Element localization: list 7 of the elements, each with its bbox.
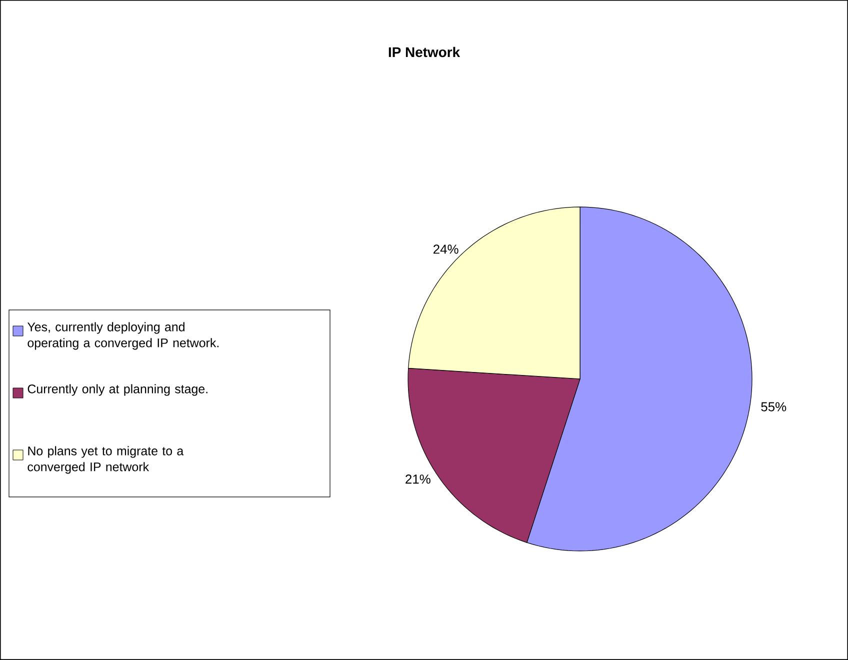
chart-title: IP Network xyxy=(388,46,460,58)
legend-label: Yes, currently deploying and operating a converged IP network. xyxy=(27,322,218,350)
data-label: 55% xyxy=(761,402,786,412)
legend-label: Currently only at planning stage. xyxy=(28,384,208,396)
data-label: 24% xyxy=(434,244,458,254)
legend-label: No plans yet to migrate to a converged IP network xyxy=(28,446,184,474)
data-label: 21% xyxy=(406,474,430,484)
